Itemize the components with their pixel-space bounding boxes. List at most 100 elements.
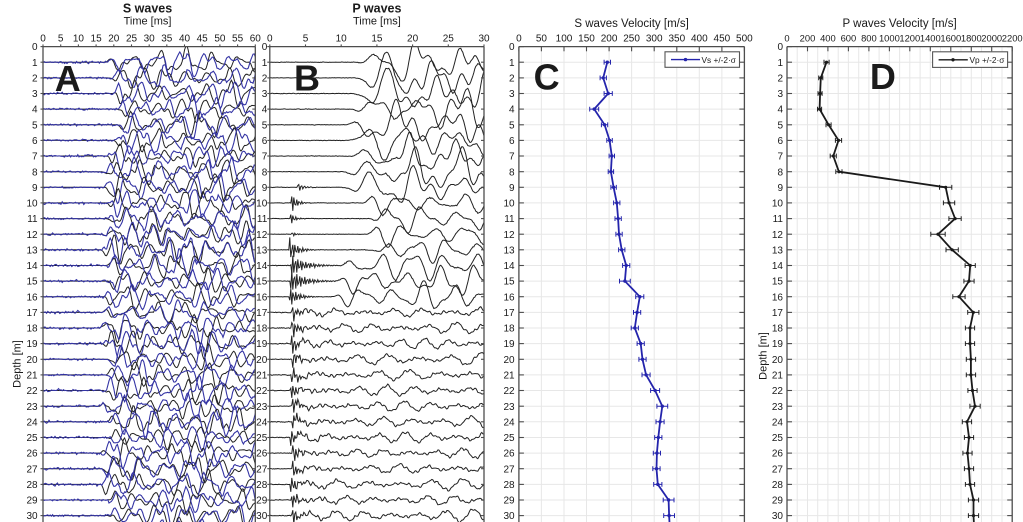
svg-text:14: 14 (772, 261, 784, 272)
svg-text:22: 22 (26, 386, 38, 397)
svg-text:7: 7 (777, 152, 783, 163)
svg-text:30: 30 (144, 33, 156, 44)
svg-text:8: 8 (509, 167, 515, 178)
svg-text:20: 20 (26, 355, 38, 366)
svg-text:P waves: P waves (352, 2, 401, 16)
svg-text:3: 3 (32, 89, 38, 100)
svg-text:Time [ms]: Time [ms] (353, 15, 401, 27)
svg-text:2200: 2200 (1002, 32, 1023, 43)
svg-text:1200: 1200 (899, 32, 920, 43)
svg-text:4: 4 (777, 105, 783, 116)
svg-text:13: 13 (256, 245, 268, 256)
svg-text:S waves Velocity [m/s]: S waves Velocity [m/s] (574, 18, 688, 30)
svg-text:400: 400 (691, 33, 708, 44)
svg-text:2000: 2000 (981, 32, 1002, 43)
svg-text:50: 50 (536, 33, 548, 44)
svg-text:21: 21 (772, 371, 784, 382)
svg-text:13: 13 (772, 245, 784, 256)
svg-text:40: 40 (179, 33, 191, 44)
svg-text:24: 24 (256, 417, 268, 428)
svg-text:5: 5 (262, 120, 268, 131)
svg-text:21: 21 (26, 371, 38, 382)
svg-text:16: 16 (772, 292, 784, 303)
svg-text:25: 25 (503, 433, 515, 444)
svg-text:28: 28 (26, 480, 38, 491)
svg-text:17: 17 (256, 308, 268, 319)
svg-text:2: 2 (509, 74, 515, 85)
svg-text:7: 7 (32, 152, 38, 163)
svg-text:1: 1 (777, 58, 783, 69)
svg-text:1: 1 (509, 58, 515, 69)
svg-text:26: 26 (256, 449, 268, 460)
svg-text:0: 0 (32, 42, 38, 53)
svg-text:9: 9 (32, 183, 38, 194)
svg-text:27: 27 (503, 464, 515, 475)
svg-text:13: 13 (26, 245, 38, 256)
svg-text:22: 22 (772, 386, 784, 397)
svg-text:20: 20 (407, 33, 419, 44)
svg-text:29: 29 (26, 496, 38, 507)
svg-text:17: 17 (26, 308, 38, 319)
svg-text:1: 1 (262, 58, 268, 69)
svg-text:11: 11 (257, 214, 268, 225)
svg-text:5: 5 (777, 120, 783, 131)
svg-text:1: 1 (32, 58, 38, 69)
svg-text:14: 14 (256, 261, 268, 272)
svg-text:10: 10 (336, 33, 348, 44)
svg-text:5: 5 (303, 33, 309, 44)
svg-text:19: 19 (256, 339, 268, 350)
svg-text:4: 4 (32, 105, 38, 116)
svg-text:400: 400 (820, 32, 836, 43)
svg-text:C: C (534, 56, 560, 97)
svg-text:0: 0 (40, 33, 46, 44)
svg-text:13: 13 (503, 245, 515, 256)
svg-text:19: 19 (503, 339, 515, 350)
svg-text:25: 25 (443, 33, 455, 44)
svg-text:12: 12 (503, 230, 515, 241)
svg-text:200: 200 (601, 33, 618, 44)
svg-text:29: 29 (256, 496, 268, 507)
svg-text:6: 6 (32, 136, 38, 147)
svg-text:12: 12 (772, 230, 784, 241)
svg-text:29: 29 (772, 496, 784, 507)
svg-text:23: 23 (26, 402, 38, 413)
svg-text:15: 15 (26, 277, 38, 288)
svg-text:11: 11 (773, 214, 784, 225)
svg-text:23: 23 (772, 402, 784, 413)
svg-text:26: 26 (26, 449, 38, 460)
svg-text:3: 3 (777, 89, 783, 100)
svg-text:20: 20 (503, 355, 515, 366)
svg-text:6: 6 (509, 136, 515, 147)
svg-text:17: 17 (503, 308, 515, 319)
svg-text:800: 800 (861, 32, 877, 43)
svg-text:21: 21 (256, 371, 268, 382)
svg-text:3: 3 (509, 89, 515, 100)
svg-text:D: D (870, 56, 896, 97)
svg-text:55: 55 (232, 33, 244, 44)
svg-text:28: 28 (772, 480, 784, 491)
svg-text:27: 27 (26, 464, 38, 475)
svg-text:30: 30 (503, 511, 515, 522)
svg-text:45: 45 (197, 33, 209, 44)
svg-text:2: 2 (262, 74, 268, 85)
svg-text:7: 7 (509, 152, 515, 163)
svg-text:P waves Velocity [m/s]: P waves Velocity [m/s] (842, 18, 956, 30)
svg-text:10: 10 (26, 199, 38, 210)
svg-text:150: 150 (578, 33, 595, 44)
svg-text:16: 16 (503, 292, 515, 303)
svg-text:9: 9 (262, 183, 268, 194)
svg-text:24: 24 (503, 417, 515, 428)
svg-text:5: 5 (509, 120, 515, 131)
svg-text:30: 30 (256, 511, 268, 522)
svg-text:Vp +/-2·σ: Vp +/-2·σ (970, 55, 1005, 65)
svg-text:18: 18 (503, 324, 515, 335)
svg-text:8: 8 (32, 167, 38, 178)
svg-text:19: 19 (26, 339, 38, 350)
svg-text:2: 2 (32, 74, 38, 85)
svg-text:Vs +/-2·σ: Vs +/-2·σ (702, 55, 736, 65)
svg-text:0: 0 (777, 42, 783, 53)
svg-text:28: 28 (503, 480, 515, 491)
svg-text:1800: 1800 (961, 32, 982, 43)
svg-text:0: 0 (509, 42, 515, 53)
svg-text:15: 15 (256, 277, 268, 288)
